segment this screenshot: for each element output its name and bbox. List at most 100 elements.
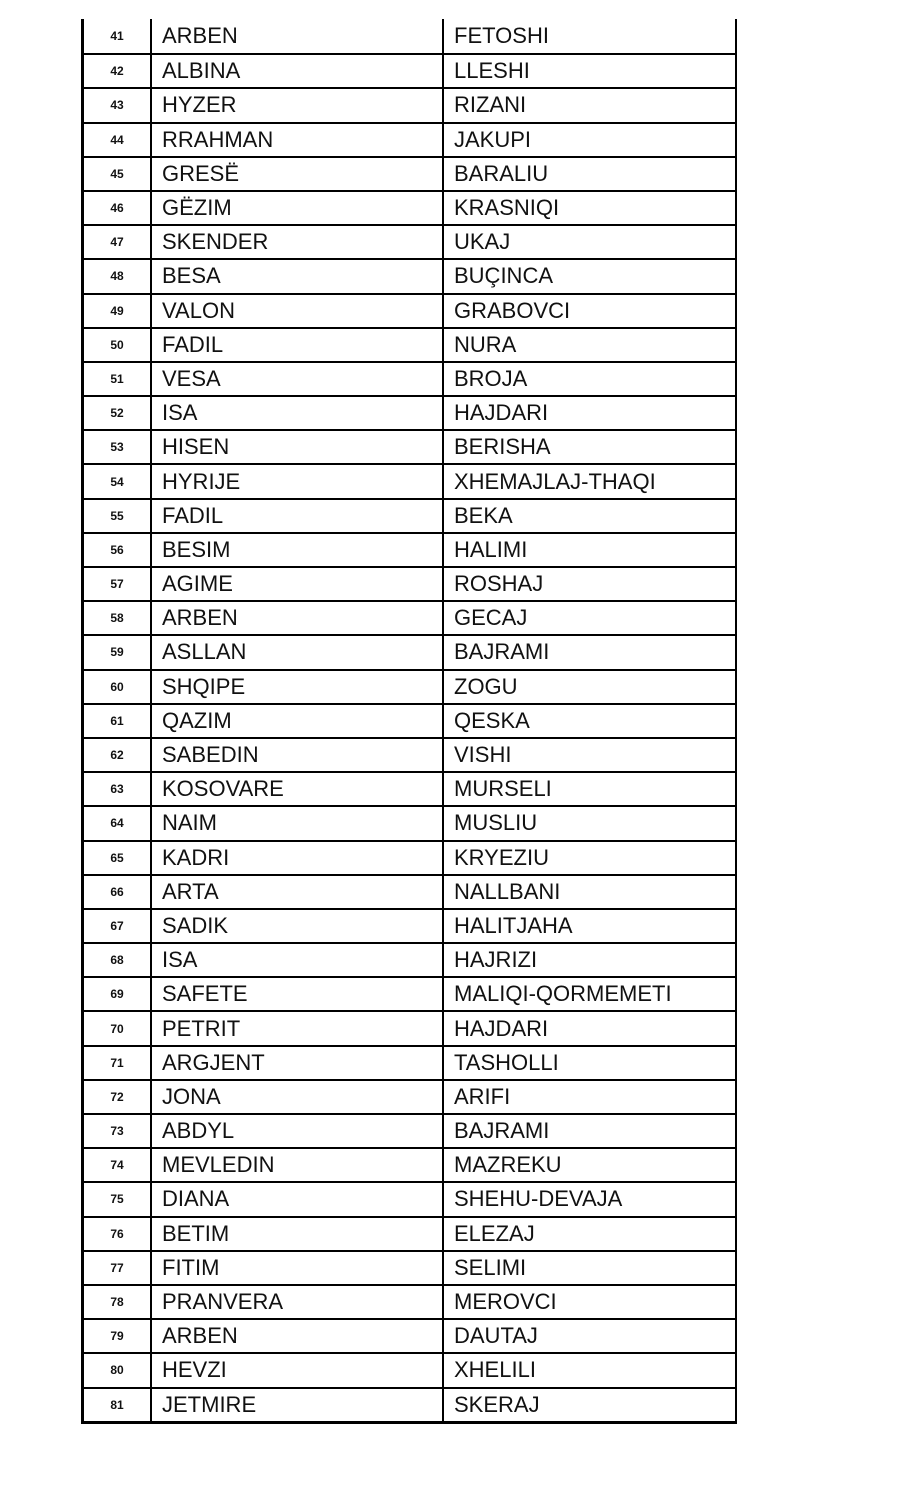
- row-number: 44: [82, 121, 152, 157]
- last-name: KRASNIQI: [443, 189, 736, 226]
- table-row: 69 SAFETE MALIQI-QORMEMETI: [82, 976, 736, 1012]
- table-row: 63 KOSOVARE MURSELI: [82, 771, 736, 807]
- first-name: BETIM: [151, 1215, 444, 1251]
- first-name: BESIM: [151, 531, 444, 567]
- last-name: MURSELI: [443, 771, 736, 807]
- first-name: SABEDIN: [151, 736, 444, 773]
- table-row: 50 FADIL NURA: [82, 326, 736, 362]
- table-row: 55 FADIL BEKA: [82, 497, 736, 533]
- first-name: NAIM: [151, 805, 444, 841]
- row-number: 81: [82, 1386, 152, 1423]
- first-name: ARBEN: [151, 600, 444, 636]
- row-number: 48: [82, 258, 152, 294]
- first-name: DIANA: [151, 1181, 444, 1217]
- first-name: VALON: [151, 292, 444, 328]
- table-row: 52 ISA HAJDARI: [82, 395, 736, 431]
- first-name: RRAHMAN: [151, 121, 444, 157]
- first-name: SAFETE: [151, 976, 444, 1012]
- last-name: ZOGU: [443, 668, 736, 704]
- last-name: GECAJ: [443, 600, 736, 636]
- table-row: 64 NAIM MUSLIU: [82, 805, 736, 841]
- last-name: RIZANI: [443, 87, 736, 123]
- first-name: HYRIJE: [151, 463, 444, 499]
- table-row: 53 HISEN BERISHA: [82, 429, 736, 465]
- first-name: SADIK: [151, 907, 444, 944]
- row-number: 65: [82, 839, 152, 875]
- last-name: FETOSHI: [454, 23, 549, 49]
- last-name: GRABOVCI: [443, 292, 736, 328]
- table-row: 44 RRAHMAN JAKUPI: [82, 121, 736, 157]
- table-row: 76 BETIM ELEZAJ: [82, 1215, 736, 1251]
- first-name: VESA: [151, 360, 444, 397]
- last-name: BARALIU: [443, 155, 736, 191]
- table-row: 42 ALBINA LLESHI: [82, 53, 736, 89]
- first-name: ARGJENT: [151, 1044, 444, 1080]
- first-name: FADIL: [151, 497, 444, 533]
- row-number: 57: [82, 565, 152, 602]
- table-row: 61 QAZIM QESKA: [82, 702, 736, 738]
- row-number: 68: [82, 942, 152, 978]
- last-name: ARIFI: [443, 1078, 736, 1114]
- first-name: BESA: [151, 258, 444, 294]
- table-row: 68 ISA HAJRIZI: [82, 942, 736, 978]
- table-row: 48 BESA BUÇINCA: [82, 258, 736, 294]
- first-name: HYZER: [151, 87, 444, 123]
- table-row: 54 HYRIJE XHEMAJLAJ-THAQI: [82, 463, 736, 499]
- last-name: BEKA: [443, 497, 736, 533]
- row-number: 46: [82, 189, 152, 226]
- row-number: 55: [82, 497, 152, 533]
- table-row: 73 ABDYL BAJRAMI: [82, 1112, 736, 1149]
- first-name: ISA: [151, 942, 444, 978]
- row-number: 77: [82, 1249, 152, 1285]
- table-row: 57 AGIME ROSHAJ: [82, 565, 736, 602]
- last-name: MALIQI-QORMEMETI: [443, 976, 736, 1012]
- first-name: SHQIPE: [151, 668, 444, 704]
- table-row: 41 ARBEN FETOSHI: [82, 19, 737, 55]
- row-number: 47: [82, 224, 152, 260]
- last-name: BAJRAMI: [443, 634, 736, 670]
- first-name: HISEN: [151, 429, 444, 465]
- table-row: 77 FITIM SELIMI: [82, 1249, 736, 1285]
- table-row: 81 JETMIRE SKERAJ: [82, 1386, 736, 1423]
- row-number: 60: [82, 668, 152, 704]
- row-number: 72: [82, 1078, 152, 1114]
- last-name: BAJRAMI: [443, 1112, 736, 1149]
- row-number: 42: [82, 53, 152, 89]
- last-name: LLESHI: [443, 53, 736, 89]
- first-name: SKENDER: [151, 224, 444, 260]
- row-number: 41: [82, 19, 152, 55]
- first-name: PRANVERA: [151, 1283, 444, 1320]
- table-row: 49 VALON GRABOVCI: [82, 292, 736, 328]
- first-name: AGIME: [151, 565, 444, 602]
- first-name: ASLLAN: [151, 634, 444, 670]
- table-row: 66 ARTA NALLBANI: [82, 873, 736, 909]
- first-name: HEVZI: [151, 1352, 444, 1388]
- first-name: GËZIM: [151, 189, 444, 226]
- row-number: 74: [82, 1147, 152, 1183]
- row-number: 58: [82, 600, 152, 636]
- last-name: MAZREKU: [443, 1147, 736, 1183]
- first-name: JONA: [151, 1078, 444, 1114]
- table-row: 60 SHQIPE ZOGU: [82, 668, 736, 704]
- last-name: UKAJ: [443, 224, 736, 260]
- first-name: ARBEN: [151, 1318, 444, 1354]
- table-row: 74 MEVLEDIN MAZREKU: [82, 1147, 736, 1183]
- first-name: PETRIT: [151, 1010, 444, 1046]
- row-number: 80: [82, 1352, 152, 1388]
- row-number: 61: [82, 702, 152, 738]
- row-number: 49: [82, 292, 152, 328]
- table-row: 71 ARGJENT TASHOLLI: [82, 1044, 736, 1080]
- table-row: 43 HYZER RIZANI: [82, 87, 736, 123]
- last-name: BERISHA: [443, 429, 736, 465]
- table-row: 70 PETRIT HAJDARI: [82, 1010, 736, 1046]
- row-number: 43: [82, 87, 152, 123]
- table-row: 65 KADRI KRYEZIU: [82, 839, 736, 875]
- last-name: SHEHU-DEVAJA: [443, 1181, 736, 1217]
- last-name: TASHOLLI: [443, 1044, 736, 1080]
- last-name: KRYEZIU: [443, 839, 736, 875]
- last-name: HAJRIZI: [443, 942, 736, 978]
- last-name: HAJDARI: [443, 1010, 736, 1046]
- last-name: BROJA: [443, 360, 736, 397]
- first-name: FITIM: [151, 1249, 444, 1285]
- last-name: HALITJAHA: [443, 907, 736, 944]
